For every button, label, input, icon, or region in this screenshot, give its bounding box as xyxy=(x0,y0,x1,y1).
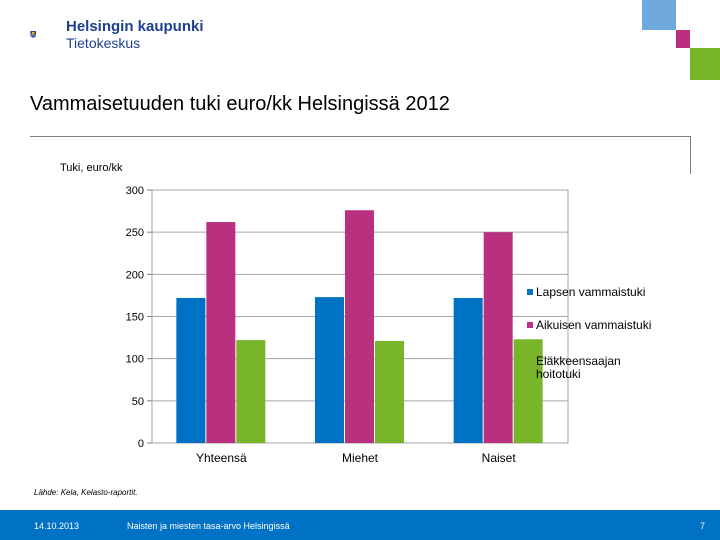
footer-date: 14.10.2013 xyxy=(34,521,80,531)
x-tick-label: Miehet xyxy=(342,451,379,465)
legend-label-2: Aikuisen vammaistuki xyxy=(536,318,651,332)
y-tick-label: 150 xyxy=(126,312,144,324)
decor-square-magenta xyxy=(676,30,690,48)
slide-title: Vammaisetuuden tuki euro/kk Helsingissä … xyxy=(30,93,450,115)
org-name: Helsingin kaupunki xyxy=(66,18,204,35)
y-tick-label: 250 xyxy=(126,227,144,239)
y-axis-label: Tuki, euro/kk xyxy=(60,162,123,174)
legend-label-1: Lapsen vammaistuki xyxy=(536,285,645,299)
y-tick-label: 50 xyxy=(132,396,144,408)
bar-1-1 xyxy=(176,297,206,443)
frame-edge xyxy=(690,136,691,174)
legend-label-3: hoitotuki xyxy=(536,367,581,381)
bar-1-3 xyxy=(453,297,483,443)
decor-square-green xyxy=(690,48,720,80)
y-tick-label: 200 xyxy=(126,269,144,281)
legend-swatch-1 xyxy=(527,289,533,295)
bar-3-1 xyxy=(236,340,266,443)
y-tick-label: 0 xyxy=(138,438,144,450)
helsinki-crest-icon xyxy=(30,30,37,38)
legend-label-3: Eläkkeensaajan xyxy=(536,354,621,368)
legend-swatch-3 xyxy=(527,358,533,364)
bar-1-2 xyxy=(315,297,344,443)
page-number: 7 xyxy=(700,521,706,531)
y-tick-label: 300 xyxy=(126,185,144,197)
unit-name: Tietokeskus xyxy=(66,35,141,51)
source-note: Lähde: Kela, Kelasto-raportit. xyxy=(34,488,138,497)
x-tick-label: Yhteensä xyxy=(196,451,247,465)
bar-2-2 xyxy=(345,210,374,443)
decor-square-blue xyxy=(642,0,676,30)
footer-bar xyxy=(0,510,720,540)
bar-2-3 xyxy=(483,232,513,443)
bar-3-2 xyxy=(375,340,404,443)
y-tick-label: 100 xyxy=(126,354,144,366)
x-tick-label: Naiset xyxy=(482,451,517,465)
bar-2-1 xyxy=(206,222,236,443)
title-divider xyxy=(30,136,690,137)
footer-text: Naisten ja miesten tasa-arvo Helsingissä xyxy=(127,521,290,531)
legend-swatch-2 xyxy=(527,322,533,328)
bar-3-3 xyxy=(513,339,543,443)
